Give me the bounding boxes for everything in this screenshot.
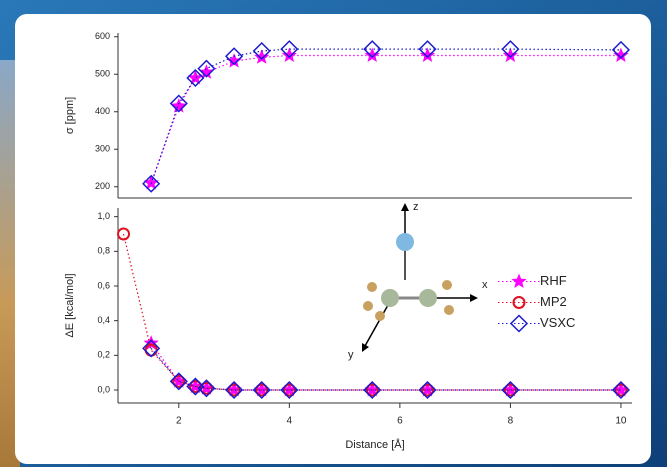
x-tick-label: 6 — [397, 416, 403, 427]
panel — [15, 14, 651, 464]
atom — [442, 280, 452, 290]
y-tick-label: 500 — [95, 69, 110, 79]
y-tick-label: 0,8 — [97, 246, 110, 256]
y-tick-label: 0,6 — [97, 280, 110, 290]
x-tick-label: 10 — [615, 416, 627, 427]
legend-label: RHF — [540, 273, 567, 288]
inset-label: z — [413, 201, 419, 213]
y-tick-label: 400 — [95, 106, 110, 116]
inset-label: y — [348, 349, 354, 361]
y-tick-label: 0,4 — [97, 315, 110, 325]
atom — [367, 282, 377, 292]
x-tick-label: 2 — [176, 416, 182, 427]
x-tick-label: 4 — [287, 416, 293, 427]
atom — [375, 311, 385, 321]
slide: 200 300 400 500 600 σ [ppm] 0,0 0,2 0,4 0,6 0,8 1,0… — [0, 0, 667, 467]
inset-label: x — [482, 279, 488, 291]
atom — [396, 233, 414, 251]
atom — [381, 289, 399, 307]
atom — [444, 305, 454, 315]
y-tick-label: 600 — [95, 31, 110, 41]
atom — [419, 289, 437, 307]
y-axis-label: ΔE [kcal/mol] — [64, 273, 76, 337]
y-axis-label: σ [ppm] — [64, 97, 76, 134]
y-tick-label: 300 — [95, 144, 110, 154]
y-tick-label: 0,2 — [97, 350, 110, 360]
x-tick-label: 8 — [508, 416, 514, 427]
y-tick-label: 0,0 — [97, 384, 110, 394]
legend-label: MP2 — [540, 294, 567, 309]
atom — [363, 301, 373, 311]
x-axis-label: Distance [Å] — [345, 438, 404, 451]
y-tick-label: 1,0 — [97, 211, 110, 221]
y-tick-label: 200 — [95, 181, 110, 191]
legend-label: VSXC — [540, 315, 575, 330]
